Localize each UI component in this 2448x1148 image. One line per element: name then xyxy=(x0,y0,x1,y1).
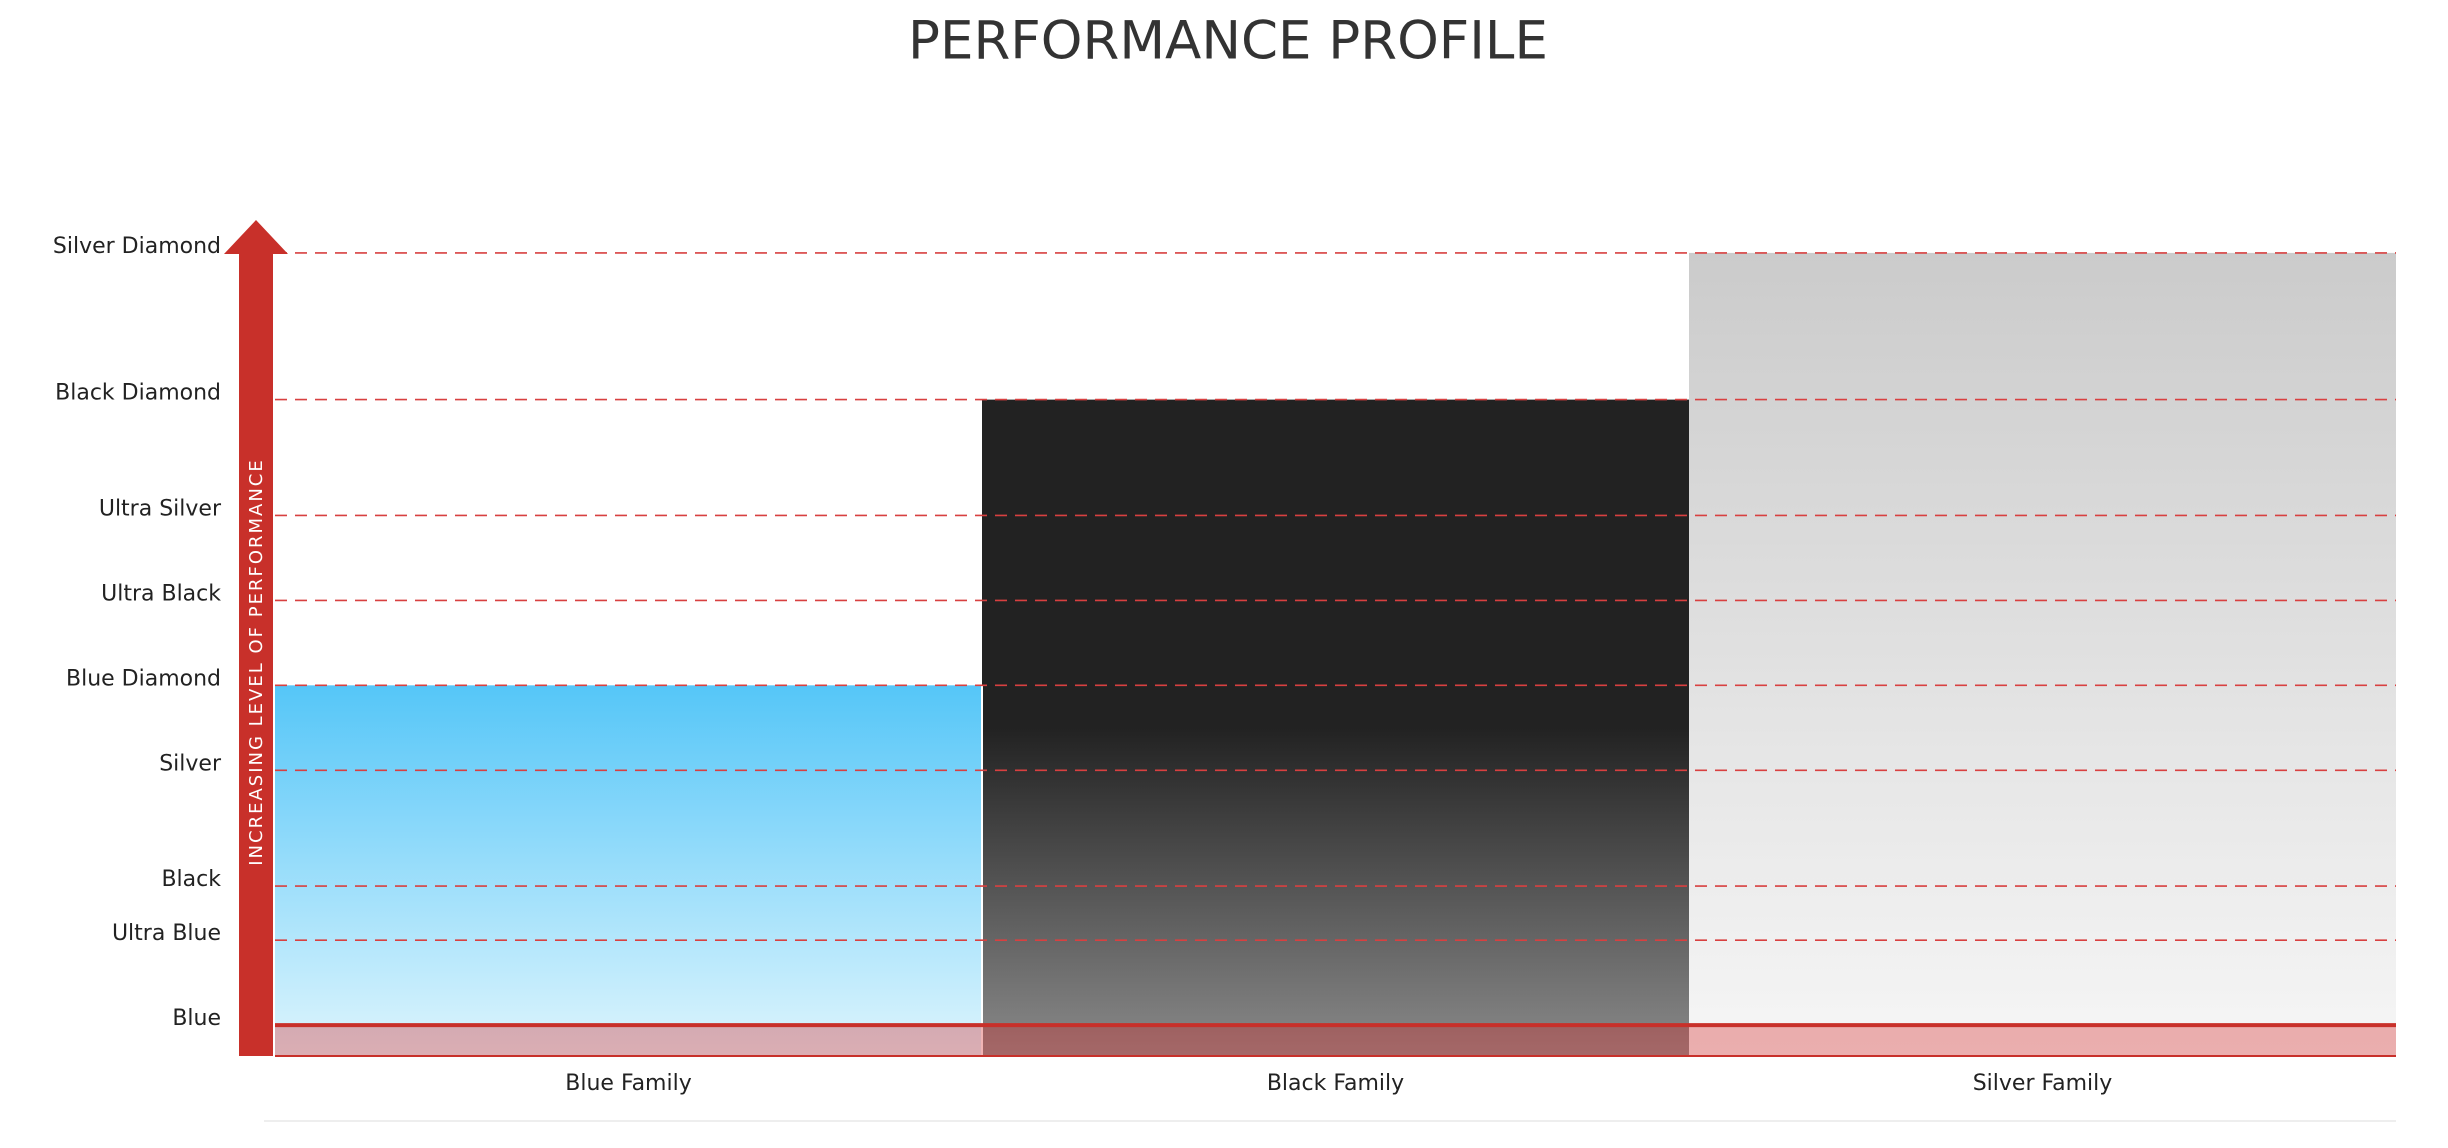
y-tick-label: Ultra Blue xyxy=(112,921,221,946)
y-tick-label: Ultra Black xyxy=(101,581,221,606)
bar xyxy=(982,399,1689,1057)
axis-arrow-shaft xyxy=(239,250,273,1056)
bar xyxy=(1689,252,2396,1056)
x-tick-label: Silver Family xyxy=(1973,1071,2113,1096)
chart-title: PERFORMANCE PROFILE xyxy=(908,11,1548,72)
x-tick-label: Black Family xyxy=(1267,1071,1404,1096)
x-tick-label: Blue Family xyxy=(565,1071,691,1096)
baseline-strip xyxy=(275,1025,2396,1056)
y-tick-label: Black Diamond xyxy=(55,381,221,406)
y-tick-label: Blue Diamond xyxy=(66,666,221,691)
bar xyxy=(275,685,982,1056)
y-tick-label: Blue xyxy=(172,1006,221,1031)
axis-arrow-head xyxy=(224,220,288,254)
y-axis-label: INCREASING LEVEL OF PERFORMANCE xyxy=(246,458,267,866)
y-tick-label: Ultra Silver xyxy=(99,496,222,521)
y-tick-label: Silver Diamond xyxy=(53,234,221,259)
y-tick-label: Silver xyxy=(159,751,222,776)
y-tick-label: Black xyxy=(161,867,221,892)
